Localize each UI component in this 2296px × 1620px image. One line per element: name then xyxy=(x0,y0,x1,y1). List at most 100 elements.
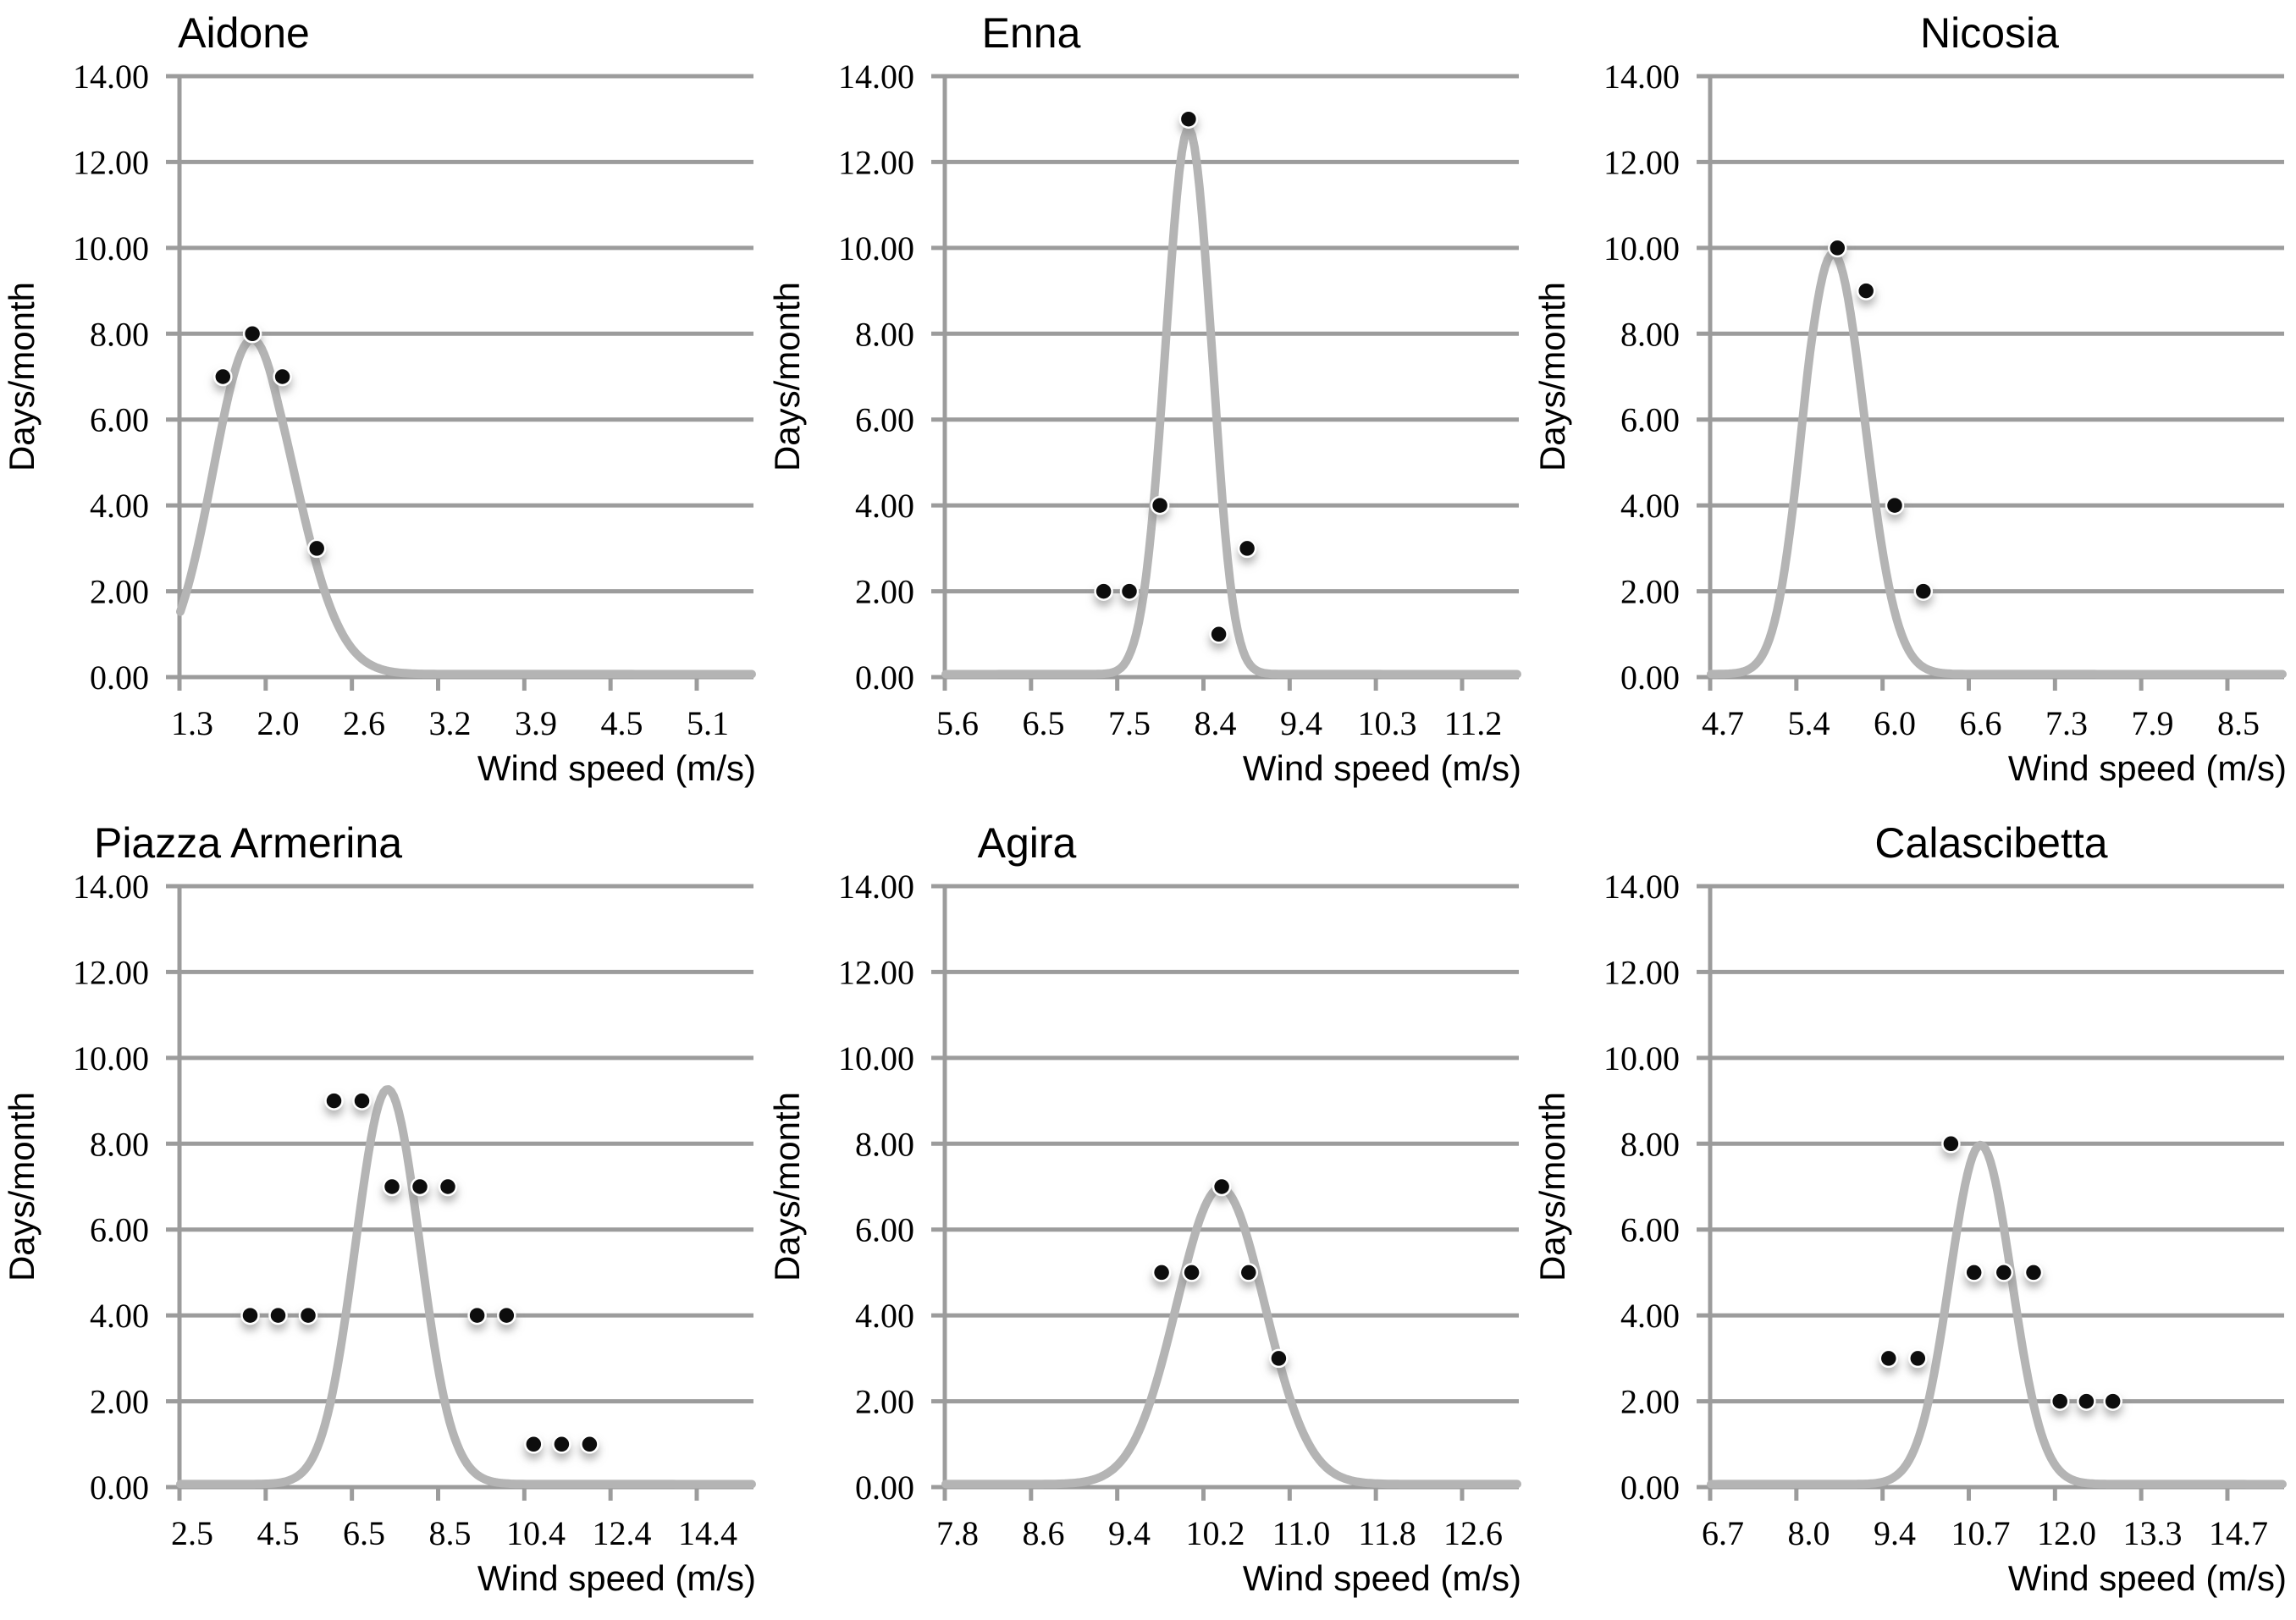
y-tick-label: 2.00 xyxy=(1620,1383,1680,1421)
chart-title: Piazza Armerina xyxy=(94,819,402,867)
data-point xyxy=(1151,1263,1172,1282)
x-tick-label: 14.4 xyxy=(678,1514,737,1552)
y-axis-title: Days/month xyxy=(2,1092,41,1281)
y-tick-label: 4.00 xyxy=(1620,487,1680,525)
x-tick-label: 13.3 xyxy=(2123,1514,2183,1552)
x-tick-label: 7.8 xyxy=(936,1514,979,1552)
data-point xyxy=(1239,1263,1259,1282)
data-point xyxy=(298,1305,318,1325)
chart-title: Agira xyxy=(978,819,1077,867)
x-tick-label: 6.5 xyxy=(1023,704,1065,742)
y-tick-label: 10.00 xyxy=(73,229,149,267)
y-tick-label: 0.00 xyxy=(90,1468,149,1507)
y-tick-label: 10.00 xyxy=(1603,229,1680,267)
y-tick-label: 14.00 xyxy=(73,868,149,906)
data-point xyxy=(1879,1348,1899,1369)
x-tick-label: 12.6 xyxy=(1443,1514,1503,1552)
y-tick-label: 4.00 xyxy=(855,1297,914,1335)
x-axis-title: Wind speed (m/s) xyxy=(477,748,756,788)
x-tick-label: 5.6 xyxy=(936,704,979,742)
y-tick-label: 2.00 xyxy=(90,573,149,611)
y-tick-label: 12.00 xyxy=(1603,953,1680,991)
x-tick-label: 8.5 xyxy=(429,1514,472,1552)
y-tick-label: 12.00 xyxy=(1603,143,1680,181)
fit-curve xyxy=(176,1085,756,1489)
y-axis-title: Days/month xyxy=(767,1092,807,1281)
data-point xyxy=(1211,1176,1232,1197)
y-tick-label: 6.00 xyxy=(855,1211,914,1249)
x-tick-label: 2.5 xyxy=(171,1514,213,1552)
chart-title: Nicosia xyxy=(1920,9,2059,57)
y-tick-label: 14.00 xyxy=(838,868,914,906)
chart-title: Aidone xyxy=(178,9,310,57)
x-tick-label: 12.0 xyxy=(2037,1514,2096,1552)
x-tick-label: 11.8 xyxy=(1358,1514,1416,1552)
data-point xyxy=(1828,238,1847,258)
x-axis-title: Wind speed (m/s) xyxy=(477,1558,756,1598)
data-point xyxy=(213,366,233,387)
y-tick-label: 8.00 xyxy=(90,1125,149,1163)
fit-curve xyxy=(1707,1140,2287,1489)
y-tick-label: 2.00 xyxy=(90,1383,149,1421)
y-tick-label: 12.00 xyxy=(73,143,149,181)
y-tick-label: 8.00 xyxy=(855,315,914,353)
chart-panel-agira: 0.00 2.00 4.00 6.00 8.00 10.00 12.00 14.00 7.8 8.… xyxy=(765,810,1531,1620)
y-tick-label: 10.00 xyxy=(73,1039,149,1077)
x-tick-label: 4.7 xyxy=(1702,704,1744,742)
gridlines xyxy=(166,74,753,680)
x-tick-label: 6.5 xyxy=(343,1514,385,1552)
data-point xyxy=(1994,1263,2014,1282)
gridlines xyxy=(931,74,1519,680)
y-tick-label: 0.00 xyxy=(855,1468,914,1507)
chart-piazza-armerina: 0.00 2.00 4.00 6.00 8.00 10.00 12.00 14.00 2.5 4.… xyxy=(2,819,756,1598)
x-tick-label: 3.2 xyxy=(429,704,472,742)
x-tick-label: 6.0 xyxy=(1874,704,1916,742)
data-point xyxy=(2050,1391,2070,1411)
data-point xyxy=(1941,1134,1961,1154)
chart-title: Enna xyxy=(982,9,1081,57)
fit-curve xyxy=(941,124,1521,679)
y-tick-label: 6.00 xyxy=(855,401,914,439)
data-point xyxy=(2077,1391,2096,1411)
data-point xyxy=(1182,1263,1201,1282)
x-tick-label: 2.6 xyxy=(343,704,385,742)
x-tick-label: 5.4 xyxy=(1788,704,1830,742)
x-tick-label: 1.3 xyxy=(171,704,213,742)
y-tick-label: 8.00 xyxy=(1620,1125,1680,1163)
data-points xyxy=(1828,238,1934,601)
chart-panel-enna: 0.00 2.00 4.00 6.00 8.00 10.00 12.00 14.00 5.6 6.… xyxy=(765,0,1531,810)
x-tick-label: 4.5 xyxy=(601,704,643,742)
data-point xyxy=(306,538,327,559)
x-axis-title: Wind speed (m/s) xyxy=(1243,1558,1521,1598)
fit-curve xyxy=(176,335,756,679)
y-tick-label: 6.00 xyxy=(1620,401,1680,439)
data-points xyxy=(1094,109,1257,644)
data-point xyxy=(1269,1348,1289,1369)
y-tick-label: 0.00 xyxy=(1620,658,1680,697)
data-points xyxy=(1879,1134,2122,1411)
data-point xyxy=(1150,495,1170,515)
data-point xyxy=(1885,495,1905,515)
x-axis-title: Wind speed (m/s) xyxy=(1243,748,1521,788)
x-tick-label: 2.0 xyxy=(257,704,300,742)
x-tick-label: 11.0 xyxy=(1272,1514,1331,1552)
x-tick-label: 5.1 xyxy=(687,704,729,742)
chart-title: Calascibetta xyxy=(1874,819,2107,867)
data-point xyxy=(382,1176,402,1197)
chart-panel-nicosia: 0.00 2.00 4.00 6.00 8.00 10.00 12.00 14.00 4.7 5.… xyxy=(1531,0,2296,810)
data-point xyxy=(242,324,262,344)
data-point xyxy=(1913,581,1934,601)
x-tick-label: 11.2 xyxy=(1444,704,1503,742)
y-tick-label: 12.00 xyxy=(838,953,914,991)
y-tick-label: 2.00 xyxy=(855,1383,914,1421)
y-tick-label: 6.00 xyxy=(90,401,149,439)
x-axis-title: Wind speed (m/s) xyxy=(2008,748,2287,788)
data-point xyxy=(1237,538,1257,559)
x-tick-label: 10.2 xyxy=(1186,1514,1245,1552)
data-point xyxy=(240,1305,260,1325)
y-tick-label: 0.00 xyxy=(90,658,149,697)
chart-calascibetta: 0.00 2.00 4.00 6.00 8.00 10.00 12.00 14.00 6.7 8.… xyxy=(1532,819,2287,1598)
chart-panel-aidone: 0.00 2.00 4.00 6.00 8.00 10.00 12.00 14.00 1.3 2.… xyxy=(0,0,765,810)
y-tick-label: 12.00 xyxy=(838,143,914,181)
